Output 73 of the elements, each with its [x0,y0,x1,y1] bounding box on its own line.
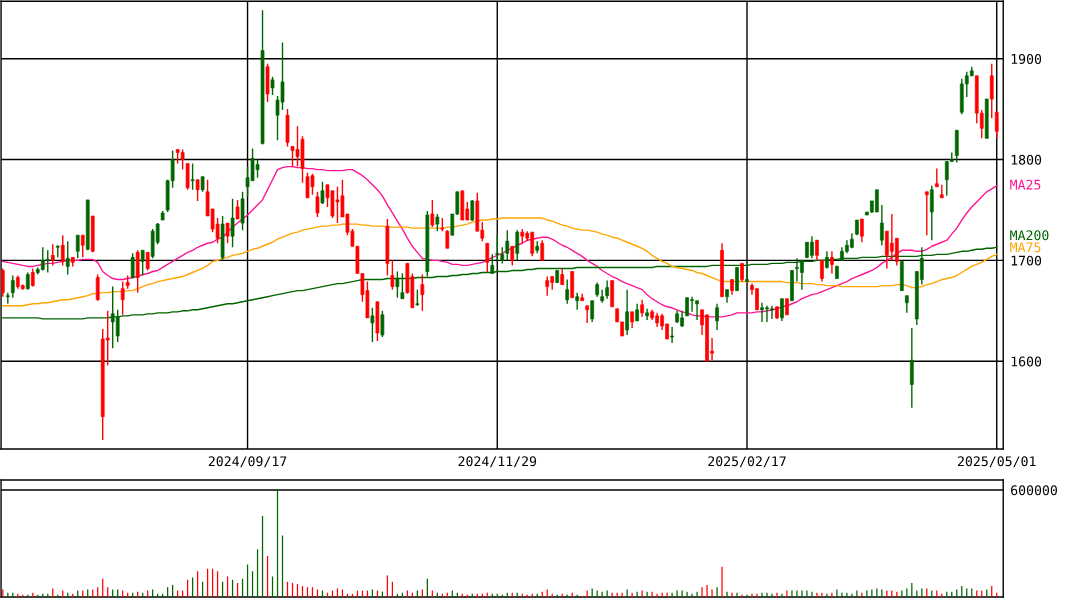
series-label: MA25 [1010,179,1041,190]
candlestick [565,278,570,305]
candlestick [625,288,629,336]
candlestick [860,218,864,243]
y-tick-label: 600000 [1011,485,1057,496]
candlestick [430,199,435,228]
candlestick [130,252,135,280]
candlestick [370,307,375,343]
candlestick [225,222,230,244]
candlestick [235,199,240,220]
candlestick [80,234,85,259]
candlestick [140,249,145,277]
candlestick [994,110,999,140]
candlestick [195,179,200,202]
candlestick [120,280,125,316]
candlestick [715,303,719,331]
y-tick-label: 1800 [1011,154,1042,165]
candlestick [820,259,824,283]
x-tick-label: 2025/05/01 [958,456,1036,468]
candlestick [924,191,929,236]
candlestick [395,270,400,299]
candlestick [60,234,65,267]
candlestick [515,229,520,262]
candlestick [934,167,939,188]
series-label: MA200 [1010,230,1049,241]
candlestick [320,181,325,205]
candlestick [740,262,744,283]
x-tick-label: 2024/09/17 [208,456,287,468]
candlestick [485,242,490,274]
candlestick [445,229,450,249]
candlestick [780,298,784,322]
candlestick [420,273,425,312]
candlestick [65,240,70,276]
candlestick [230,198,235,248]
candlestick [95,273,100,302]
candlestick [505,229,510,262]
candlestick [880,204,884,246]
candlestick [30,267,35,288]
candlestick [540,239,545,262]
candlestick [380,310,385,338]
line-series [2,217,998,307]
candlestick [400,272,405,300]
candlestick [745,266,749,283]
x-tick-label: 2025/02/17 [708,456,786,468]
candlestick [270,76,275,96]
candlestick [510,245,515,267]
candlestick [75,234,80,260]
candlestick [45,249,50,274]
candlestick [495,233,500,262]
candlestick [585,305,590,324]
y-tick-label: 1900 [1011,53,1042,64]
candlestick [315,191,320,218]
candlestick [575,291,580,311]
y-tick-label: 1700 [1011,255,1042,266]
candlestick [10,274,15,299]
candlestick [145,251,150,272]
candlestick [590,300,595,323]
candlestick [545,275,550,297]
candlestick [490,253,495,275]
x-tick-label: 2024/11/29 [458,456,537,468]
y-tick-label: 1600 [1011,356,1042,367]
candlestick [50,243,55,267]
candlestick [989,63,994,119]
candlestick [929,185,934,241]
candlestick [670,326,674,344]
candlestick [605,279,610,300]
series-label: MA75 [1010,242,1041,253]
candlestick [190,162,195,191]
candlestick [735,266,739,292]
candlestick [815,239,819,262]
candlestick [830,250,834,275]
candlestick [390,259,395,291]
candlestick [5,291,10,305]
